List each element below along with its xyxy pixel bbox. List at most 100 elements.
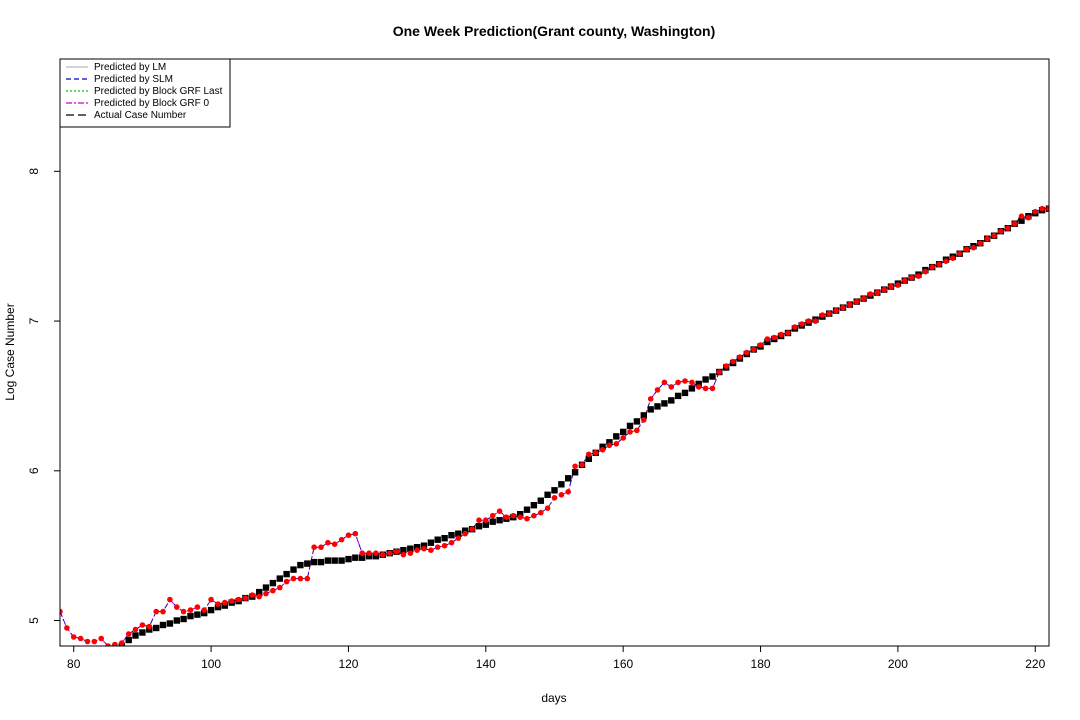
predicted-point — [538, 509, 544, 516]
predicted-point — [702, 385, 709, 392]
predicted-point — [586, 451, 592, 458]
predicted-point — [689, 379, 695, 386]
legend-label: Actual Case Number — [94, 110, 187, 121]
actual-point — [620, 428, 627, 436]
predicted-point — [448, 539, 455, 546]
predicted-point — [283, 578, 290, 585]
actual-point — [125, 636, 132, 644]
predicted-point — [256, 593, 263, 600]
actual-point — [496, 517, 503, 524]
prediction-markers — [60, 205, 1049, 646]
predicted-point — [675, 379, 681, 386]
predicted-point — [263, 590, 269, 597]
predicted-point — [160, 608, 166, 615]
predicted-point — [840, 304, 846, 311]
predicted-point — [709, 385, 716, 392]
predicted-point — [1005, 225, 1011, 231]
predicted-point — [345, 532, 352, 538]
x-axis-ticks: 80 100 120 140 160 180 200 220 — [67, 646, 1046, 671]
predicted-point — [428, 547, 434, 553]
predicted-point — [771, 334, 778, 341]
actual-point — [256, 588, 263, 596]
legend-box — [59, 58, 231, 128]
actual-point — [420, 542, 428, 549]
predicted-point — [634, 427, 640, 434]
predicted-point — [943, 258, 949, 265]
predicted-point — [895, 282, 901, 288]
x-tick-label: 200 — [888, 657, 908, 671]
actual-point — [448, 532, 455, 539]
predicted-point — [77, 635, 84, 642]
predicted-point — [531, 512, 537, 519]
actual-point — [517, 511, 524, 518]
y-tick-label: 7 — [27, 317, 41, 324]
predicted-point — [352, 530, 359, 537]
predicted-point — [119, 640, 125, 646]
predicted-point — [64, 625, 70, 631]
y-tick-label: 6 — [27, 467, 41, 474]
predicted-point — [1032, 208, 1039, 215]
predicted-point — [84, 638, 91, 645]
actual-point — [365, 553, 373, 560]
actual-point — [482, 521, 489, 528]
legend-label: Predicted by Block GRF 0 — [94, 98, 209, 109]
actual-point — [166, 620, 174, 627]
predicted-point — [915, 273, 922, 279]
actual-point — [201, 609, 208, 617]
predicted-point — [805, 318, 812, 324]
predicted-point — [1046, 205, 1049, 212]
predicted-point — [963, 246, 970, 252]
actual-point — [359, 554, 366, 561]
actual-point — [427, 539, 435, 546]
predicted-point — [984, 235, 990, 242]
predicted-point — [318, 544, 324, 550]
predicted-point — [661, 379, 668, 386]
actual-point — [262, 584, 270, 591]
predicted-point — [1018, 213, 1025, 219]
actual-point — [668, 397, 675, 404]
predicted-point — [888, 283, 894, 290]
actual-point — [276, 575, 283, 582]
predicted-point — [331, 541, 338, 547]
predicted-point — [998, 228, 1004, 234]
predicted-point — [60, 608, 63, 615]
predicted-point — [421, 545, 427, 552]
predicted-point — [627, 429, 633, 435]
predicted-point — [579, 462, 585, 468]
actual-point — [338, 557, 345, 564]
actual-point — [434, 536, 441, 543]
predicted-point — [970, 244, 977, 251]
predicted-point — [812, 318, 819, 324]
predicted-point — [146, 623, 153, 630]
actual-point — [606, 439, 613, 446]
predicted-point — [764, 336, 771, 342]
predicted-point — [1039, 205, 1045, 212]
predicted-point — [105, 643, 111, 646]
y-tick-label: 5 — [27, 617, 41, 624]
predicted-point — [228, 598, 235, 604]
y-axis-ticks: 5 6 7 8 — [27, 168, 60, 624]
predicted-point — [950, 255, 956, 261]
predicted-point — [125, 631, 132, 637]
x-axis-label: days — [541, 691, 566, 705]
predicted-point — [833, 307, 839, 314]
x-tick-label: 180 — [751, 657, 771, 671]
predicted-point — [393, 548, 400, 555]
x-tick-label: 160 — [613, 657, 633, 671]
chart-title: One Week Prediction(Grant county, Washin… — [393, 23, 716, 39]
predicted-point — [386, 550, 393, 556]
actual-point — [290, 566, 297, 573]
predicted-point — [70, 634, 77, 640]
predicted-point — [373, 550, 379, 556]
predicted-point — [483, 517, 489, 523]
predicted-point — [654, 387, 661, 393]
actual-point — [173, 617, 180, 624]
predicted-point — [222, 599, 228, 606]
predicted-point — [647, 396, 654, 402]
predicted-point — [325, 539, 331, 546]
actual-point — [462, 527, 469, 534]
predicted-point — [338, 536, 345, 543]
predicted-point — [874, 289, 881, 296]
predicted-point — [297, 575, 304, 582]
